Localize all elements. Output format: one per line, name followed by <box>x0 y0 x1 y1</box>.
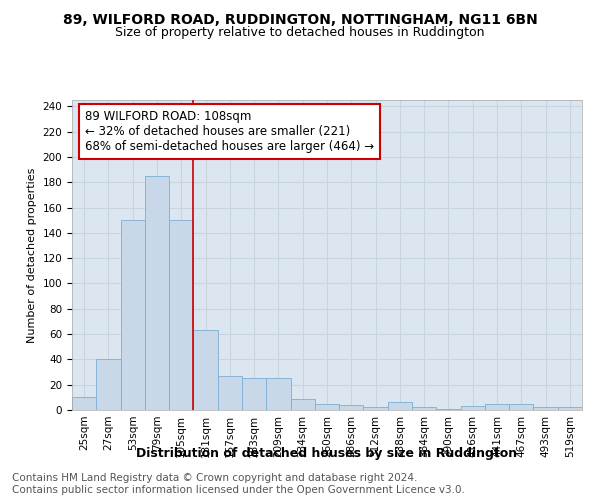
Bar <box>218 376 242 410</box>
Bar <box>121 220 145 410</box>
Bar <box>388 402 412 410</box>
Bar <box>558 408 582 410</box>
Bar <box>461 406 485 410</box>
Bar <box>145 176 169 410</box>
Bar <box>436 408 461 410</box>
Bar <box>509 404 533 410</box>
Bar <box>315 404 339 410</box>
Y-axis label: Number of detached properties: Number of detached properties <box>27 168 37 342</box>
Bar <box>96 360 121 410</box>
Bar <box>266 378 290 410</box>
Bar <box>533 408 558 410</box>
Bar <box>364 408 388 410</box>
Text: 89, WILFORD ROAD, RUDDINGTON, NOTTINGHAM, NG11 6BN: 89, WILFORD ROAD, RUDDINGTON, NOTTINGHAM… <box>62 12 538 26</box>
Bar <box>169 220 193 410</box>
Bar <box>72 398 96 410</box>
Bar <box>193 330 218 410</box>
Bar <box>290 398 315 410</box>
Text: Size of property relative to detached houses in Ruddington: Size of property relative to detached ho… <box>115 26 485 39</box>
Bar <box>485 404 509 410</box>
Bar <box>242 378 266 410</box>
Text: 89 WILFORD ROAD: 108sqm
← 32% of detached houses are smaller (221)
68% of semi-d: 89 WILFORD ROAD: 108sqm ← 32% of detache… <box>85 110 374 153</box>
Bar <box>412 408 436 410</box>
Text: Contains HM Land Registry data © Crown copyright and database right 2024.
Contai: Contains HM Land Registry data © Crown c… <box>12 474 465 495</box>
Text: Distribution of detached houses by size in Ruddington: Distribution of detached houses by size … <box>136 448 518 460</box>
Bar <box>339 405 364 410</box>
